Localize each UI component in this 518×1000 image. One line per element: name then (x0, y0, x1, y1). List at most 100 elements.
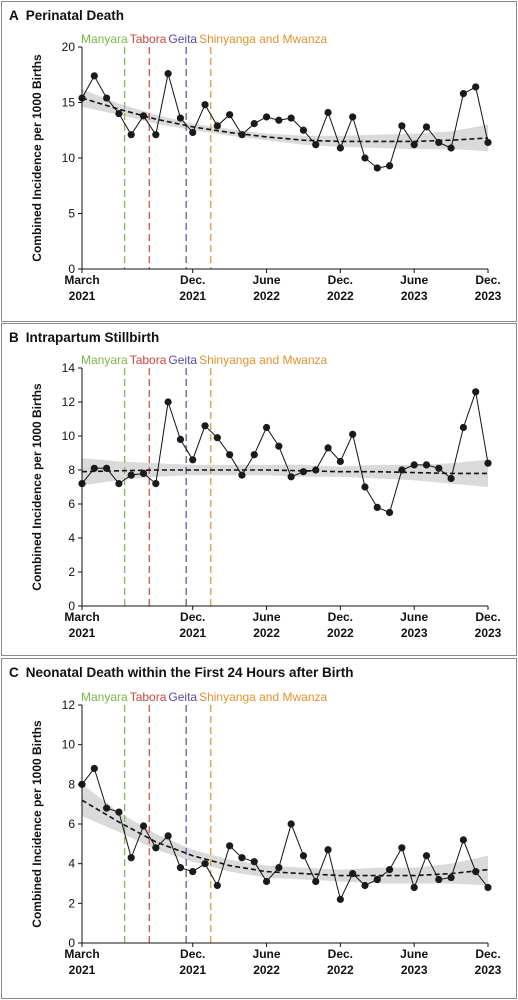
panel-letter: C (9, 665, 19, 680)
data-point (398, 844, 406, 852)
data-point (484, 883, 492, 892)
x-tick-label: 2023 (475, 626, 502, 640)
data-point (484, 138, 492, 147)
trend-line (81, 799, 489, 877)
data-point (447, 474, 455, 483)
data-point (127, 471, 135, 479)
y-tick-label: 2 (68, 896, 75, 910)
data-point (410, 461, 418, 469)
data-point (385, 162, 394, 170)
data-point (262, 423, 271, 432)
data-point (324, 108, 332, 117)
chart-intrapartum-stillbirth: Manyara Tabora Geita Shinyanga and Mwanza 0 2… (30, 353, 502, 640)
panel-intrapartum-stillbirth: B Intrapartum Stillbirth Manyara Tabora Gei… (1, 323, 517, 656)
data-point (90, 72, 98, 80)
data-point (349, 869, 357, 878)
x-tick-label: Dec. (475, 947, 500, 961)
data-point (361, 154, 369, 162)
data-point (349, 113, 357, 121)
data-point (472, 83, 480, 91)
data-point (324, 846, 332, 854)
data-point (164, 832, 172, 840)
x-tick-label: 2021 (69, 289, 96, 303)
y-tick-label: 12 (62, 395, 76, 409)
x-tick-label: 2021 (179, 963, 206, 977)
chart-title: Intrapartum Stillbirth (25, 330, 160, 345)
x-tick-label: 2023 (401, 963, 428, 977)
data-point (459, 90, 467, 98)
chart-title: Neonatal Death within the First 24 Hours… (25, 665, 354, 680)
y-tick-label: 8 (68, 463, 75, 477)
data-point (115, 110, 123, 118)
y-tick-label: 5 (68, 207, 75, 221)
data-point (176, 435, 185, 443)
data-point (373, 164, 381, 172)
y-tick-label: 0 (68, 262, 75, 276)
data-point (226, 451, 234, 459)
panel-letter: B (9, 330, 19, 345)
data-point (103, 464, 111, 472)
rollout-label: Tabora (130, 32, 167, 46)
data-point (312, 141, 320, 149)
data-point (324, 444, 332, 452)
data-point (398, 122, 406, 130)
data-point (176, 114, 185, 122)
x-tick-label: 2022 (253, 963, 280, 977)
x-tick-label: March (64, 610, 99, 624)
data-point (201, 422, 209, 430)
data-point (262, 113, 271, 121)
data-point (90, 764, 98, 773)
data-point (287, 114, 295, 122)
data-point (385, 866, 394, 874)
panel-neonatal-death: C Neonatal Death within the First 24 Hour… (1, 658, 517, 999)
data-point (127, 131, 135, 139)
data-point (472, 868, 480, 876)
panel-perinatal-death: A Perinatal Death Manyara Tabora Geita Shiny… (1, 1, 517, 322)
x-tick-label: June (253, 273, 281, 287)
x-tick-label: Dec. (475, 610, 500, 624)
rollout-label: Shinyanga and Mwanza (199, 32, 327, 46)
x-tick-label: Dec. (328, 947, 353, 961)
x-tick-label: 2023 (475, 289, 502, 303)
data-point (226, 111, 234, 119)
data-point (189, 868, 197, 876)
y-tick-label: 10 (62, 151, 76, 165)
y-tick-label: 10 (62, 738, 76, 752)
y-tick-label: 2 (68, 565, 75, 579)
rollout-label: Tabora (130, 690, 167, 704)
y-tick-label: 0 (68, 936, 75, 950)
data-point (312, 877, 320, 886)
data-point (139, 822, 148, 830)
data-point (287, 473, 295, 481)
x-tick-label: 2022 (253, 289, 280, 303)
x-tick-label: 2022 (253, 626, 280, 640)
data-point (373, 503, 381, 511)
panel-letter: A (9, 8, 19, 23)
x-tick-label: Dec. (475, 273, 500, 287)
data-point (250, 858, 258, 866)
data-point (262, 877, 271, 886)
rollout-label: Tabora (130, 353, 167, 367)
y-tick-label: 6 (68, 497, 75, 511)
confidence-band (82, 784, 488, 886)
x-tick-label: June (253, 947, 281, 961)
data-point (336, 895, 344, 903)
y-tick-label: 15 (62, 96, 76, 110)
x-tick-label: 2023 (401, 289, 428, 303)
data-point (373, 875, 381, 884)
data-point (349, 430, 357, 438)
rollout-label: Geita (168, 353, 197, 367)
rollout-label: Manyara (81, 690, 128, 704)
panel-header: B Intrapartum Stillbirth (9, 330, 159, 345)
y-axis-label: Combined Incidence per 1000 Births (30, 720, 44, 928)
chart-perinatal-death: Manyara Tabora Geita Shinyanga and Mwanza 0 5… (30, 32, 502, 303)
data-point (422, 123, 431, 131)
y-tick-label: 14 (62, 361, 76, 375)
panel-header: C Neonatal Death within the First 24 Hour… (9, 665, 354, 680)
y-tick-label: 8 (68, 777, 75, 791)
x-tick-label: June (400, 610, 428, 624)
data-point (201, 860, 209, 868)
y-axis-label: Combined Incidence per 1000 Births (30, 383, 44, 591)
x-tick-label: 2021 (69, 626, 96, 640)
x-tick-label: 2023 (401, 626, 428, 640)
